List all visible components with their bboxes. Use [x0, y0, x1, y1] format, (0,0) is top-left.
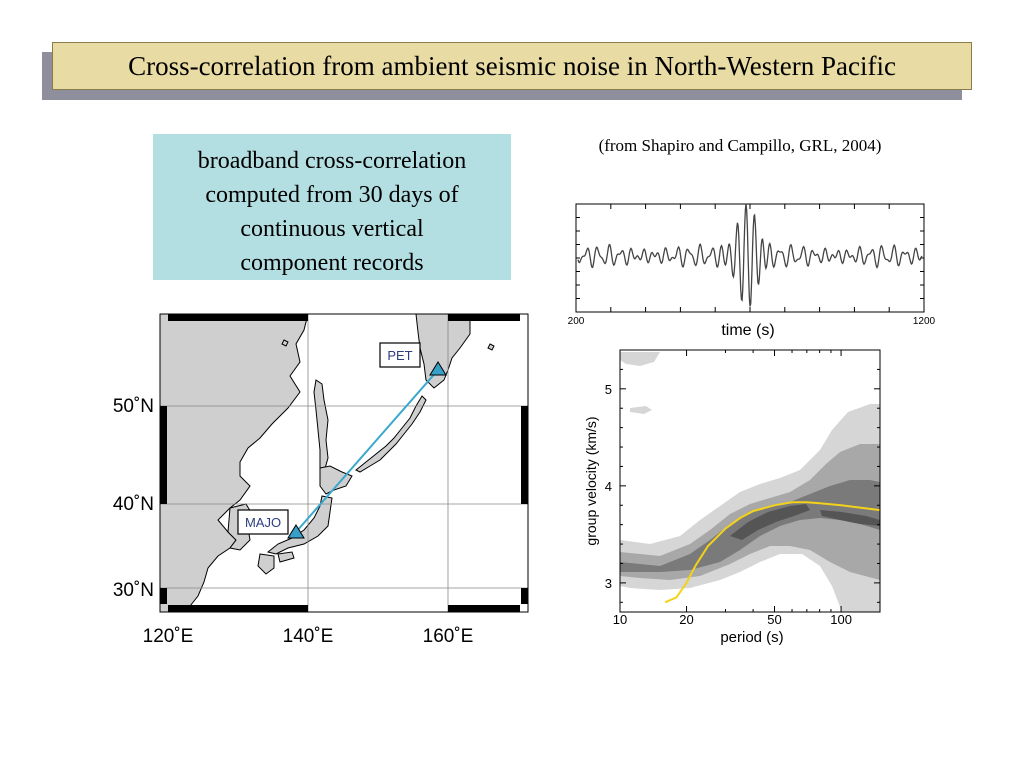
- caption-line: broadband cross-correlation: [197, 148, 467, 174]
- cross-correlation-plot: 200 1200 time (s): [568, 203, 936, 339]
- dispersion-y-axis-label: group velocity (km/s): [583, 416, 599, 545]
- station-majo-label: MAJO: [245, 515, 281, 530]
- energy-contour-light: [630, 406, 652, 414]
- dispersion-y-tick-label: 4: [605, 479, 612, 494]
- dispersion-ticks: [619, 350, 880, 612]
- border-bar: [521, 588, 528, 604]
- lat-tick-label: 40˚N: [113, 494, 154, 515]
- dispersion-curve: [664, 501, 881, 604]
- border-bar: [521, 406, 528, 504]
- lat-tick-label: 50˚N: [113, 396, 154, 417]
- border-bar: [160, 406, 167, 504]
- border-bar: [160, 588, 167, 604]
- station-map: PET MAJO 50˚N 40˚N 30˚N 120˚E 140˚E 160˚…: [113, 313, 529, 647]
- land-honshu: [266, 495, 333, 555]
- border-bar: [168, 605, 308, 612]
- land-islet: [281, 339, 289, 347]
- land-kyushu: [257, 553, 275, 575]
- seismogram-trace: [577, 203, 923, 307]
- seismogram-ticks: [575, 203, 925, 313]
- lon-tick-label: 140˚E: [283, 626, 334, 647]
- land-kurils: [355, 395, 427, 473]
- caption-line: computed from 30 days of: [205, 182, 459, 208]
- dispersion-y-tick-label: 3: [605, 576, 612, 591]
- map-border-ticks: [160, 314, 528, 612]
- citation: (from Shapiro and Campillo, GRL, 2004): [598, 136, 882, 155]
- dispersion-plot: 10 20 50 100 3 4 5 period (s) group velo…: [583, 349, 881, 646]
- land-asia: [159, 313, 309, 613]
- lon-tick-label: 160˚E: [423, 626, 474, 647]
- lat-tick-label: 30˚N: [113, 580, 154, 601]
- border-bar: [448, 314, 520, 321]
- station-pet-marker: [429, 361, 447, 376]
- dispersion-y-tick-label: 5: [605, 382, 612, 397]
- dispersion-x-tick-label: 100: [830, 612, 852, 627]
- station-path: [295, 369, 439, 533]
- land-shikoku: [277, 551, 295, 563]
- energy-contour-core: [820, 510, 880, 526]
- energy-contour-core: [730, 504, 810, 540]
- energy-contour-light: [620, 352, 660, 366]
- land-islet: [487, 343, 495, 351]
- dispersion-x-tick-label: 10: [613, 612, 627, 627]
- seismogram-x-tick-label: 1200: [913, 316, 936, 327]
- station-pet-label-box: [379, 342, 421, 368]
- dispersion-x-axis-label: period (s): [720, 629, 783, 646]
- land-hokkaido: [319, 465, 353, 495]
- station-majo-marker: [287, 524, 305, 539]
- lon-tick-label: 120˚E: [143, 626, 194, 647]
- station-majo-label-box: [237, 509, 289, 535]
- caption-line: component records: [240, 250, 424, 276]
- caption-line: continuous vertical: [240, 216, 424, 242]
- slide-title: Cross-correlation from ambient seismic n…: [52, 42, 972, 90]
- dispersion-frame: [619, 349, 881, 613]
- seismogram-x-axis-label: time (s): [721, 322, 774, 339]
- dispersion-x-tick-label: 50: [767, 612, 781, 627]
- caption-box: broadband cross-correlation computed fro…: [153, 134, 511, 280]
- station-pet-label: PET: [387, 348, 412, 363]
- seismogram-x-tick-label: 200: [568, 316, 585, 327]
- border-bar: [448, 605, 520, 612]
- land-masses: [159, 313, 495, 613]
- map-gridlines: [160, 314, 528, 612]
- border-bar: [168, 314, 308, 321]
- dispersion-x-tick-label: 20: [679, 612, 693, 627]
